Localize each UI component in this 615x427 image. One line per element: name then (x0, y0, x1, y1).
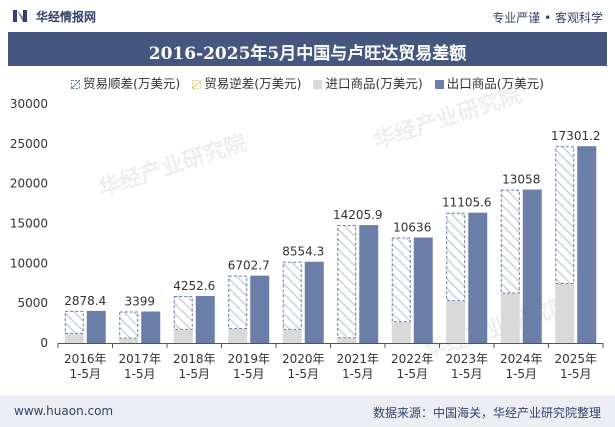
bar-imports (64, 333, 84, 343)
legend-item-exports: 出口商品(万美元) (434, 73, 544, 92)
bar-trade-surplus (173, 295, 193, 330)
bar-exports (195, 295, 215, 343)
legend-label-surplus: 贸易顺差(万美元) (82, 76, 181, 91)
x-tick-label: 2022年 1-5月 (391, 352, 434, 381)
bar-trade-surplus (282, 261, 302, 330)
legend-swatch-deficit (192, 80, 202, 89)
bar-exports (141, 311, 161, 343)
legend-swatch-surplus (70, 80, 80, 89)
bar-exports (250, 275, 270, 343)
bar-exports (86, 310, 106, 343)
legend-swatch-imports (313, 80, 323, 89)
data-label-surplus: 10636 (393, 221, 431, 235)
bar-imports (119, 338, 139, 343)
y-tick-label: 25000 (10, 137, 48, 151)
y-axis: 0 5000 10000 15000 20000 25000 30000 (10, 97, 48, 350)
title-bar: 2016-2025年5月中国与卢旺达贸易差额 (8, 32, 607, 66)
bar-imports (282, 329, 302, 343)
data-label-surplus: 17301.2 (551, 129, 601, 143)
bar-exports (304, 261, 324, 343)
x-axis: 2016年 1-5月 2017年 1-5月 2018年 1-5月 2019年 1-5月 2020… (57, 343, 604, 381)
x-tick-label: 2020年 1-5月 (282, 352, 325, 381)
data-label-surplus: 3399 (124, 295, 155, 309)
y-tick-label: 5000 (17, 296, 48, 310)
bar-trade-surplus (391, 237, 411, 323)
footer-source: 数据来源：中国海关，华经产业研究院整理 (372, 406, 601, 420)
legend-label-exports: 出口商品(万美元) (446, 76, 544, 91)
bar-imports (500, 293, 520, 343)
x-tick-label: 2021年 1-5月 (336, 352, 379, 381)
bar-exports (522, 189, 542, 343)
bar-trade-surplus (228, 275, 248, 330)
bar-exports (468, 212, 488, 343)
data-label-surplus: 11105.6 (442, 196, 492, 210)
x-tick-label: 2023年 1-5月 (445, 352, 488, 381)
footer-bar: www.huaon.com 数据来源：中国海关，华经产业研究院整理 (0, 395, 615, 427)
bar-trade-surplus (500, 189, 520, 294)
bar-imports (446, 301, 466, 343)
legend-swatch-exports (434, 80, 444, 89)
y-tick-label: 20000 (10, 177, 48, 191)
bars-layer: 2878.4 3399 4252.6 6702.7 8554.3 14205.9 10636… (64, 129, 601, 343)
x-tick-label: 2017年 1-5月 (118, 352, 161, 381)
x-tick-label: 2024年 1-5月 (500, 352, 543, 381)
y-tick-label: 10000 (10, 256, 48, 270)
data-label-surplus: 8554.3 (282, 245, 324, 259)
bar-chart: 0 5000 10000 15000 20000 25000 30000 2878.4 339… (10, 97, 604, 381)
x-tick-label: 2025年 1-5月 (554, 352, 597, 381)
y-tick-label: 30000 (10, 97, 48, 111)
data-label-surplus: 4252.6 (173, 279, 215, 293)
bar-trade-surplus (337, 225, 357, 339)
bar-imports (337, 338, 357, 343)
tagline: 专业严谨 • 客观科学 (492, 11, 603, 25)
top-bar: 华经情报网 专业严谨 • 客观科学 (0, 0, 615, 32)
data-label-surplus: 13058 (502, 173, 540, 187)
legend-item-surplus: 贸易顺差(万美元) (70, 73, 181, 92)
x-tick-label: 2016年 1-5月 (64, 352, 107, 381)
legend-item-imports: 进口商品(万美元) (313, 73, 423, 92)
legend-label-deficit: 贸易逆差(万美元) (204, 76, 302, 91)
y-tick-label: 0 (40, 336, 48, 350)
legend-item-deficit: 贸易逆差(万美元) (192, 73, 302, 92)
bar-imports (228, 329, 248, 343)
bar-exports (577, 146, 597, 343)
chart-legend: 贸易顺差(万美元) 贸易逆差(万美元) 进口商品(万美元) 出口商品(万美元) (0, 73, 615, 91)
data-label-surplus: 2878.4 (64, 294, 106, 308)
huajing-logo-icon (13, 10, 27, 22)
data-label-surplus: 6702.7 (228, 259, 270, 273)
data-label-surplus: 14205.9 (333, 208, 383, 222)
legend-label-imports: 进口商品(万美元) (325, 76, 423, 91)
footer-url: www.huaon.com (14, 404, 114, 418)
x-tick-label: 2018年 1-5月 (173, 352, 216, 381)
x-tick-label: 2019年 1-5月 (227, 352, 270, 381)
bar-exports (359, 225, 379, 343)
y-tick-label: 15000 (10, 217, 48, 231)
bar-exports (413, 237, 433, 343)
bar-trade-surplus (555, 146, 575, 285)
bar-trade-surplus (119, 311, 139, 339)
chart-title: 2016-2025年5月中国与卢旺达贸易差额 (148, 44, 467, 64)
brand-name: 华经情报网 (36, 10, 97, 24)
bar-imports (391, 322, 411, 343)
bar-imports (555, 284, 575, 343)
bar-trade-surplus (446, 212, 466, 302)
bar-imports (173, 329, 193, 343)
bar-trade-surplus (64, 310, 84, 334)
